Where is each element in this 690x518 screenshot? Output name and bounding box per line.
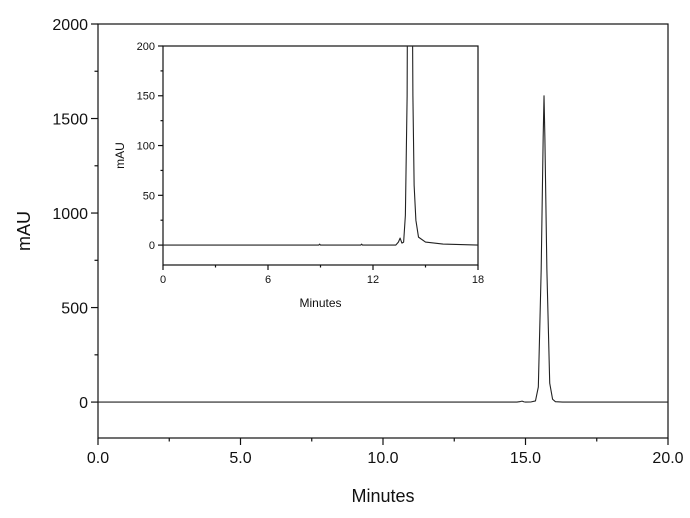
inset-x-tick-label: 0 bbox=[160, 274, 166, 286]
main-x-tick-label: 0.0 bbox=[87, 450, 109, 467]
main-x-tick-label: 10.0 bbox=[367, 450, 398, 467]
main-y-tick-label: 0 bbox=[79, 395, 88, 412]
inset-series-line bbox=[163, 46, 478, 246]
inset-x-tick-label: 6 bbox=[265, 274, 271, 286]
inset-y-tick-label: 100 bbox=[137, 141, 155, 153]
inset-y-tick-label: 0 bbox=[149, 240, 155, 252]
inset-x-axis-label: Minutes bbox=[299, 296, 341, 310]
main-x-tick-label: 15.0 bbox=[510, 450, 541, 467]
inset-y-tick-label: 50 bbox=[143, 190, 155, 202]
inset-y-tick-label: 150 bbox=[137, 91, 155, 103]
main-x-tick-label: 5.0 bbox=[229, 450, 251, 467]
main-y-tick-label: 1500 bbox=[52, 111, 88, 128]
main-chart: 0.0 5.0 10.0 15.0 20.00500100015002000Minute… bbox=[14, 17, 684, 506]
inset-y-tick-label: 200 bbox=[137, 41, 155, 53]
main-x-axis-label: Minutes bbox=[351, 486, 414, 506]
main-y-tick-label: 1000 bbox=[52, 206, 88, 223]
inset-background bbox=[163, 46, 478, 265]
main-x-tick-label: 20.0 bbox=[652, 450, 683, 467]
main-series-line bbox=[98, 95, 668, 403]
main-y-tick-label: 500 bbox=[61, 300, 88, 317]
main-y-axis-label: mAU bbox=[14, 211, 34, 251]
main-y-tick-label: 2000 bbox=[52, 17, 88, 34]
inset-x-tick-label: 18 bbox=[472, 274, 484, 286]
inset-x-tick-label: 12 bbox=[367, 274, 379, 286]
inset-chart: 0 6 12 18 0 50 100 150 200 Minutes mAU bbox=[113, 41, 484, 310]
inset-y-axis-label: mAU bbox=[113, 142, 127, 169]
